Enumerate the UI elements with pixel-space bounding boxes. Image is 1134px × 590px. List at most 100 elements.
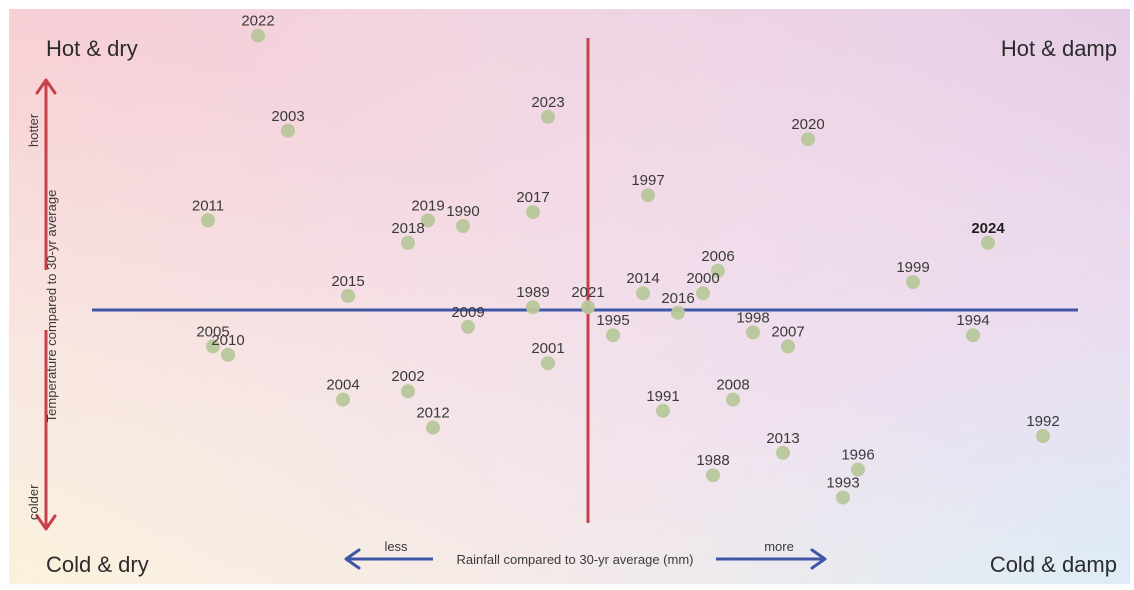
data-point-2005: 2005 [196, 323, 230, 354]
point-label: 2016 [661, 290, 694, 307]
quadrant-label-hot-dry: Hot & dry [46, 36, 138, 61]
point-label: 1992 [1026, 413, 1059, 430]
point-marker [251, 28, 265, 43]
point-marker [776, 445, 790, 460]
point-marker [641, 188, 655, 203]
data-point-1990: 1990 [446, 203, 480, 233]
data-point-2019: 2019 [411, 197, 445, 228]
data-point-2017: 2017 [516, 189, 550, 219]
point-marker [526, 205, 540, 219]
point-label: 1994 [956, 312, 989, 329]
data-point-1996: 1996 [841, 447, 875, 477]
x-arrow-less [344, 548, 433, 570]
point-marker [726, 392, 740, 407]
point-marker [906, 275, 920, 289]
point-label: 2023 [531, 94, 564, 111]
point-label: 1998 [736, 309, 769, 326]
point-label: 2014 [626, 270, 659, 287]
point-label: 1988 [696, 452, 729, 469]
point-marker [341, 289, 355, 303]
point-label: 1991 [646, 388, 679, 405]
y-hotter-label: hotter [26, 113, 41, 147]
data-point-1997: 1997 [631, 172, 665, 203]
point-marker [671, 305, 685, 320]
x-axis-label: Rainfall compared to 30-yr average (mm) [457, 552, 694, 567]
data-point-2016: 2016 [661, 290, 695, 320]
point-marker [426, 420, 440, 435]
point-label: 2017 [516, 189, 549, 206]
point-label: 2004 [326, 377, 359, 394]
data-point-2008: 2008 [716, 377, 750, 407]
point-marker [706, 468, 720, 483]
point-marker [746, 325, 760, 340]
data-point-2007: 2007 [771, 323, 805, 354]
point-label: 2003 [271, 108, 304, 125]
point-label: 2010 [211, 332, 244, 349]
point-marker [541, 109, 555, 124]
point-marker [201, 213, 215, 228]
data-point-2009: 2009 [451, 304, 485, 334]
point-label: 2024 [971, 220, 1005, 237]
point-marker [401, 235, 415, 250]
point-marker [526, 300, 540, 315]
data-point-2021: 2021 [571, 284, 605, 315]
data-point-2023: 2023 [531, 94, 565, 124]
point-marker [836, 490, 850, 505]
point-marker [711, 263, 725, 278]
data-point-2022: 2022 [241, 13, 275, 43]
point-label: 1989 [516, 284, 549, 301]
point-marker [456, 219, 470, 233]
point-marker [1036, 429, 1050, 443]
point-label: 2018 [391, 220, 424, 237]
point-label: 2019 [411, 197, 444, 214]
data-point-1995: 1995 [596, 312, 630, 343]
data-point-2003: 2003 [271, 108, 305, 138]
point-label: 2005 [196, 323, 229, 340]
point-label: 1995 [596, 312, 629, 329]
point-marker [206, 339, 220, 354]
point-label: 2015 [331, 273, 364, 290]
point-label: 1996 [841, 447, 874, 464]
data-point-1993: 1993 [826, 475, 860, 505]
point-label: 1990 [446, 203, 479, 220]
y-arrow-hotter [35, 78, 57, 270]
data-point-2018: 2018 [391, 220, 425, 250]
point-marker [981, 235, 995, 250]
point-label: 2007 [771, 323, 804, 340]
point-label: 2002 [391, 368, 424, 385]
data-point-1989: 1989 [516, 284, 550, 315]
data-point-2004: 2004 [326, 377, 360, 407]
data-point-1998: 1998 [736, 309, 770, 340]
point-label: 2021 [571, 284, 604, 301]
data-point-1991: 1991 [646, 388, 680, 418]
point-marker [636, 286, 650, 301]
point-label: 2000 [686, 270, 719, 287]
data-point-2024: 2024 [971, 220, 1005, 250]
point-label: 1997 [631, 172, 664, 189]
point-marker [966, 328, 980, 343]
point-marker [606, 328, 620, 343]
data-point-2011: 2011 [192, 197, 224, 228]
point-label: 2006 [701, 248, 734, 265]
point-label: 2012 [416, 405, 449, 422]
data-point-1994: 1994 [956, 312, 990, 343]
data-point-1999: 1999 [896, 259, 930, 289]
data-point-2020: 2020 [791, 116, 825, 147]
point-marker [781, 339, 795, 354]
point-marker [541, 356, 555, 371]
quadrant-label-hot-damp: Hot & damp [1001, 36, 1117, 61]
point-label: 2011 [192, 197, 224, 214]
point-label: 2009 [451, 304, 484, 321]
data-point-2006: 2006 [701, 248, 735, 278]
x-arrow-more [716, 548, 827, 570]
quadrant-label-cold-damp: Cold & damp [990, 552, 1117, 577]
data-point-2014: 2014 [626, 270, 660, 301]
point-marker [656, 403, 670, 418]
point-marker [801, 132, 815, 147]
point-label: 1999 [896, 259, 929, 276]
point-marker [851, 462, 865, 477]
y-arrow-colder [35, 330, 57, 531]
data-point-2000: 2000 [686, 270, 720, 301]
